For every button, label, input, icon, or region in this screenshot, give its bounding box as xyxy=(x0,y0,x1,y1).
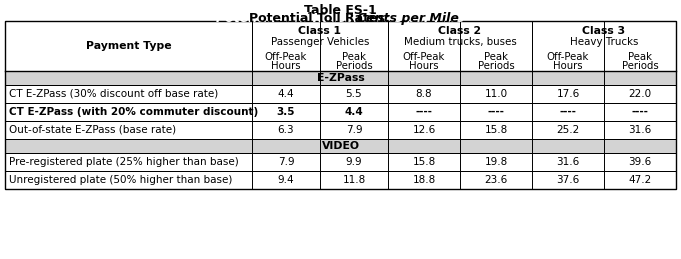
Bar xyxy=(5,21,676,189)
Text: Peak: Peak xyxy=(628,52,652,62)
Bar xyxy=(5,153,676,171)
Bar xyxy=(5,139,676,153)
Text: Class 1: Class 1 xyxy=(298,26,341,36)
Text: 4.4: 4.4 xyxy=(278,89,294,99)
Bar xyxy=(532,21,676,71)
Text: Hours: Hours xyxy=(409,61,439,71)
Text: 9.9: 9.9 xyxy=(346,157,362,167)
Text: ----: ---- xyxy=(631,107,648,117)
Text: 6.3: 6.3 xyxy=(278,125,294,135)
Text: 25.2: 25.2 xyxy=(556,125,580,135)
Text: Class 3: Class 3 xyxy=(582,26,626,36)
Text: 22.0: 22.0 xyxy=(629,89,652,99)
Bar xyxy=(5,121,676,139)
Text: E-ZPass: E-ZPass xyxy=(317,73,364,83)
Text: 3.5: 3.5 xyxy=(276,107,296,117)
Text: 12.6: 12.6 xyxy=(413,125,436,135)
Text: ----: ---- xyxy=(415,107,432,117)
Text: 7.9: 7.9 xyxy=(278,157,294,167)
Text: 31.6: 31.6 xyxy=(556,157,580,167)
Text: 15.8: 15.8 xyxy=(484,125,507,135)
Bar xyxy=(5,85,676,103)
Text: Peak: Peak xyxy=(484,52,508,62)
Text: Potential Toll Rates: Cents per Mile: Potential Toll Rates: Cents per Mile xyxy=(216,12,464,25)
Text: ----: ---- xyxy=(488,107,505,117)
Text: 23.6: 23.6 xyxy=(484,175,507,185)
Text: 19.8: 19.8 xyxy=(484,157,507,167)
Text: 11.8: 11.8 xyxy=(343,175,366,185)
Text: Pre-registered plate (25% higher than base): Pre-registered plate (25% higher than ba… xyxy=(9,157,239,167)
Text: Unregistered plate (50% higher than base): Unregistered plate (50% higher than base… xyxy=(9,175,232,185)
Text: CT E-ZPass (with 20% commuter discount): CT E-ZPass (with 20% commuter discount) xyxy=(9,107,258,117)
Text: Hours: Hours xyxy=(271,61,301,71)
Text: 7.9: 7.9 xyxy=(346,125,362,135)
Text: Out-of-state E-ZPass (base rate): Out-of-state E-ZPass (base rate) xyxy=(9,125,176,135)
Bar xyxy=(5,103,676,121)
Text: Medium trucks, buses: Medium trucks, buses xyxy=(404,37,516,47)
Text: 4.4: 4.4 xyxy=(345,107,364,117)
Text: 5.5: 5.5 xyxy=(346,89,362,99)
Text: Periods: Periods xyxy=(622,61,659,71)
Text: 17.6: 17.6 xyxy=(556,89,580,99)
Text: Potential Toll Rates:: Potential Toll Rates: xyxy=(249,12,394,25)
Text: CT E-ZPass (30% discount off base rate): CT E-ZPass (30% discount off base rate) xyxy=(9,89,218,99)
Text: Peak: Peak xyxy=(342,52,366,62)
Text: 8.8: 8.8 xyxy=(415,89,432,99)
Text: Heavy Trucks: Heavy Trucks xyxy=(570,37,638,47)
Bar xyxy=(5,171,676,189)
Text: Cents per Mile: Cents per Mile xyxy=(357,12,459,25)
Text: 47.2: 47.2 xyxy=(629,175,652,185)
Text: Table ES-1: Table ES-1 xyxy=(304,4,377,17)
Text: Off-Peak: Off-Peak xyxy=(265,52,307,62)
Text: Off-Peak: Off-Peak xyxy=(403,52,445,62)
Text: Periods: Periods xyxy=(477,61,514,71)
Text: 9.4: 9.4 xyxy=(278,175,294,185)
Text: 31.6: 31.6 xyxy=(629,125,652,135)
Bar xyxy=(252,21,388,71)
Text: Payment Type: Payment Type xyxy=(86,41,172,51)
Bar xyxy=(5,21,252,71)
Text: 15.8: 15.8 xyxy=(413,157,436,167)
Text: 11.0: 11.0 xyxy=(484,89,507,99)
Text: Class 2: Class 2 xyxy=(439,26,481,36)
Text: Hours: Hours xyxy=(553,61,583,71)
Text: Off-Peak: Off-Peak xyxy=(547,52,589,62)
Bar xyxy=(5,71,676,85)
Bar xyxy=(388,21,532,71)
Text: VIDEO: VIDEO xyxy=(321,141,360,151)
Text: 18.8: 18.8 xyxy=(413,175,436,185)
Text: 37.6: 37.6 xyxy=(556,175,580,185)
Text: Passenger Vehicles: Passenger Vehicles xyxy=(271,37,369,47)
Text: Periods: Periods xyxy=(336,61,373,71)
Text: 39.6: 39.6 xyxy=(629,157,652,167)
Text: ----: ---- xyxy=(560,107,577,117)
